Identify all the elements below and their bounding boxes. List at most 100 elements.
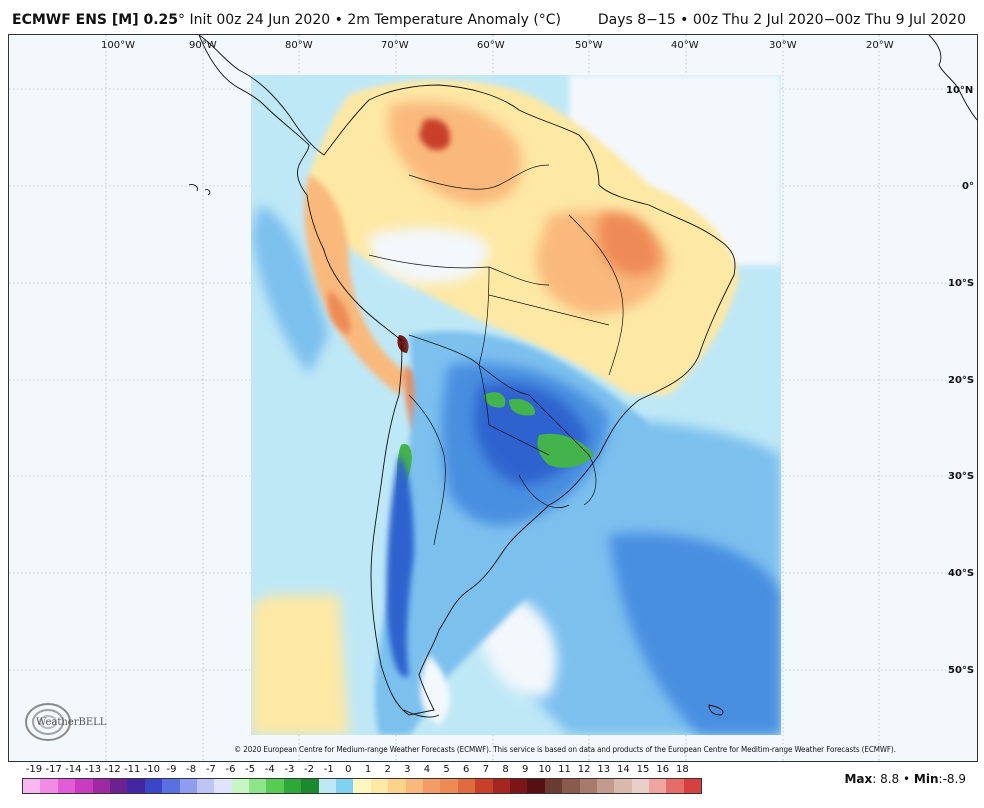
field-name: 2m Temperature Anomaly (°C)	[347, 12, 562, 28]
legend-tick-labels: -19 -17 -14 -13 -12 -11 -10 -9 -8 -7 -6 -5 -4 -3 -2 -1 0…	[22, 764, 702, 778]
legend-tick: 11	[558, 764, 571, 775]
lon-label: 80°W	[285, 40, 313, 51]
legend-tick: -1	[323, 764, 334, 775]
legend-swatch	[509, 779, 528, 793]
lat-label: 10°N	[946, 85, 973, 96]
swirl-icon	[25, 703, 71, 741]
longitude-labels: 100°W 90°W 80°W 70°W 60°W 50°W 40°W 30°W…	[101, 40, 894, 51]
coastlines	[188, 35, 977, 718]
legend-swatch	[231, 779, 250, 793]
lon-label: 90°W	[189, 40, 217, 51]
legend-tick: 1	[364, 764, 372, 775]
legend-swatch	[370, 779, 389, 793]
legend-tick: -19	[25, 764, 43, 775]
legend-swatch	[179, 779, 197, 793]
model-name: ECMWF ENS [M] 0.25	[12, 12, 179, 28]
lon-label: 50°W	[575, 40, 603, 51]
legend-tick: 16	[656, 764, 670, 775]
legend-swatch	[579, 779, 597, 793]
legend-swatch	[249, 779, 267, 793]
legend-tick: -4	[264, 764, 275, 775]
legend-swatch	[214, 779, 232, 793]
lat-label: 40°S	[948, 568, 974, 579]
legend-tick: -9	[166, 764, 177, 775]
title-bullet: •	[334, 12, 343, 28]
legend-tick: 12	[577, 764, 591, 775]
min-label: Min	[913, 772, 939, 786]
legend-tick: -11	[124, 764, 141, 775]
country-borders	[368, 164, 624, 546]
legend-swatch	[127, 779, 145, 793]
legend-tick: -10	[143, 764, 161, 775]
copyright-notice: © 2020 European Centre for Medium-range …	[234, 745, 896, 754]
latitude-labels: 10°N 0° 10°S 20°S 30°S 40°S 50°S	[946, 85, 974, 676]
legend-swatch	[475, 779, 493, 793]
legend-tick: -5	[245, 764, 256, 775]
stats-bullet: •	[903, 772, 911, 786]
legend-tick: 14	[617, 764, 630, 775]
legend-swatch	[162, 779, 180, 793]
legend-tick: 18	[675, 764, 689, 775]
legend-tick: 2	[384, 764, 391, 775]
max-min-stats: Max: 8.8 • Min:-8.9	[844, 772, 966, 786]
weatherbell-logo	[22, 698, 112, 746]
legend-tick: -7	[205, 764, 216, 775]
legend-swatch	[57, 779, 76, 793]
legend-swatch	[562, 779, 580, 793]
legend-swatch	[266, 779, 284, 793]
max-value: 8.8	[880, 772, 900, 786]
init-time: Init 00z 24 Jun 2020	[189, 12, 331, 28]
logo-text: WeatherBELL	[36, 717, 107, 728]
legend-tick: -14	[65, 764, 82, 775]
legend-swatch	[283, 779, 302, 793]
legend-swatch	[631, 779, 650, 793]
legend-swatch	[492, 779, 510, 793]
min-value: -8.9	[942, 772, 966, 786]
legend-tick: 5	[443, 764, 450, 775]
lat-label: 0°	[962, 181, 974, 192]
lat-label: 50°S	[948, 665, 974, 676]
legend-tick: 13	[597, 764, 611, 775]
legend-swatch	[353, 779, 371, 793]
legend-swatch	[144, 779, 163, 793]
title-bar: ECMWF ENS [M] 0.25° Init 00z 24 Jun 2020…	[0, 0, 984, 34]
legend-tick: -12	[104, 764, 121, 775]
legend-tick: 7	[482, 764, 490, 775]
legend-swatch	[527, 779, 545, 793]
legend-swatch	[301, 779, 319, 793]
legend-swatch	[544, 779, 563, 793]
legend-tick: 9	[521, 764, 529, 775]
legend-tick: -17	[45, 764, 62, 775]
legend-swatch	[92, 779, 110, 793]
legend-tick: -2	[304, 764, 315, 775]
degree-sign: °	[178, 12, 186, 28]
lon-label: 40°W	[671, 40, 699, 51]
legend-swatch	[422, 779, 441, 793]
anomaly-field	[251, 75, 781, 735]
map-frame: 100°W 90°W 80°W 70°W 60°W 50°W 40°W 30°W…	[8, 34, 978, 762]
max-label: Max	[844, 772, 873, 786]
legend-tick: -3	[284, 764, 295, 775]
anomaly-map: 100°W 90°W 80°W 70°W 60°W 50°W 40°W 30°W…	[9, 35, 977, 761]
legend-swatch	[683, 779, 702, 793]
lat-label: 10°S	[948, 278, 974, 289]
lon-label: 100°W	[101, 40, 135, 51]
legend-swatch	[614, 779, 632, 793]
legend-swatch	[318, 779, 337, 793]
legend-swatch	[405, 779, 423, 793]
legend-tick: 15	[636, 764, 650, 775]
lat-label: 30°S	[948, 471, 974, 482]
legend-swatch	[23, 779, 41, 793]
valid-period: Days 8−15 • 00z Thu 2 Jul 2020−00z Thu 9…	[597, 12, 966, 28]
lon-label: 30°W	[769, 40, 797, 51]
legend-swatch	[388, 779, 406, 793]
legend-swatch	[75, 779, 93, 793]
legend-swatch	[196, 779, 215, 793]
map-title: ECMWF ENS [M] 0.25° Init 00z 24 Jun 2020…	[12, 12, 561, 28]
legend-tick: -6	[225, 764, 236, 775]
lon-label: 70°W	[381, 40, 409, 51]
legend-swatch	[649, 779, 667, 793]
lon-label: 60°W	[477, 40, 505, 51]
legend-swatch	[440, 779, 458, 793]
legend-tick: 8	[502, 764, 509, 775]
